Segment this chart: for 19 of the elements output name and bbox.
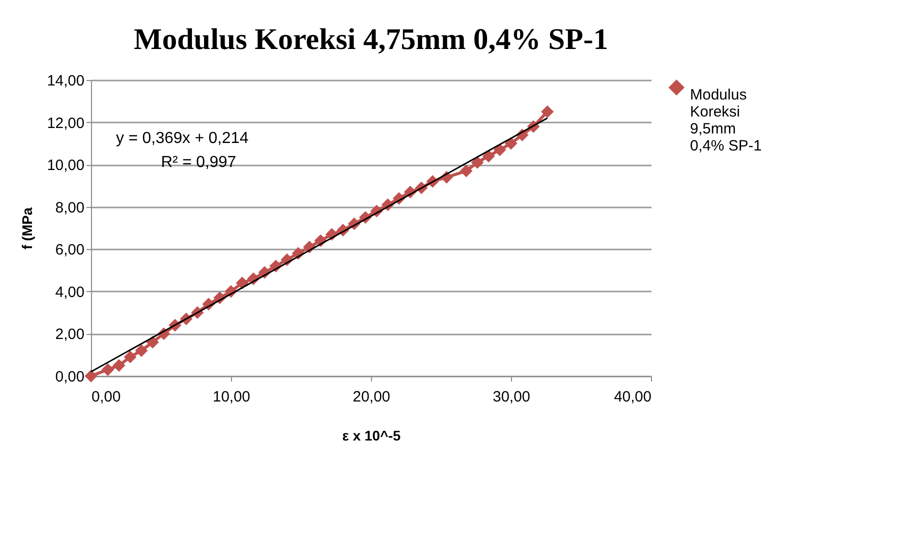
y-axis-title: f (MPa	[18, 207, 35, 250]
chart-title: Modulus Koreksi 4,75mm 0,4% SP-1	[134, 23, 608, 56]
y-tick-label: 14,00	[46, 72, 84, 90]
x-tick-label: 20,00	[352, 388, 390, 406]
x-tick-label: 40,00	[614, 388, 652, 406]
legend-label: Modulus Koreksi 9,5mm 0,4% SP-1	[690, 86, 762, 154]
y-tick-label: 4,00	[55, 284, 84, 301]
annotation: y = 0,369x + 0,214	[116, 130, 249, 147]
x-tick-label: 0,00	[92, 388, 121, 406]
y-tick-label: 10,00	[46, 157, 84, 174]
annotation: R² = 0,997	[161, 154, 236, 171]
y-tick-label: 2,00	[55, 326, 84, 344]
x-tick-label: 10,00	[212, 388, 250, 406]
y-tick-label: 12,00	[46, 114, 84, 132]
x-tick-label: 30,00	[492, 388, 530, 406]
x-axis-title: ε x 10^-5	[342, 428, 401, 444]
y-tick-label: 0,00	[55, 368, 84, 386]
y-tick-label: 6,00	[55, 242, 84, 259]
y-tick-label: 8,00	[55, 199, 84, 216]
